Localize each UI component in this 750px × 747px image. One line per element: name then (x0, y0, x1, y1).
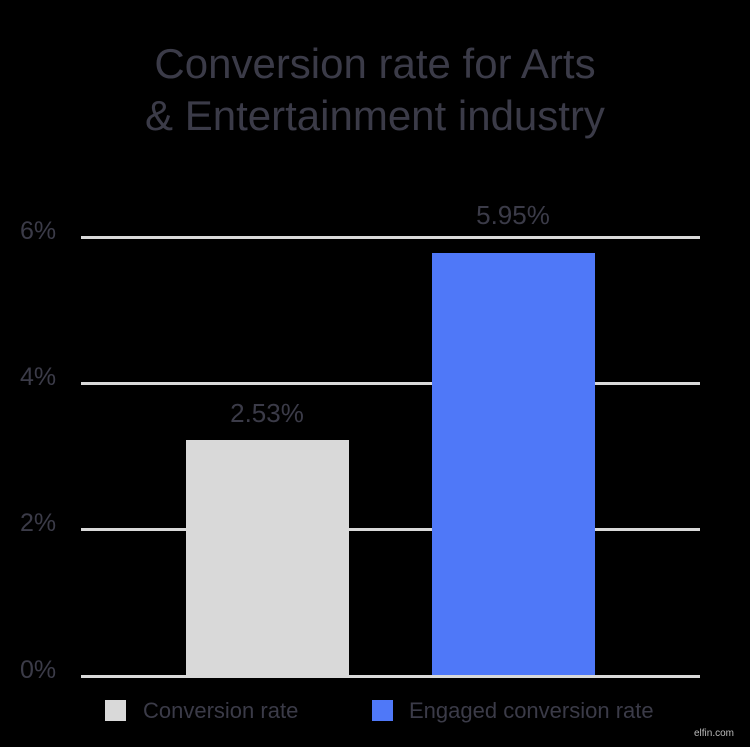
y-tick-6: 6% (20, 217, 57, 245)
legend-swatch-engaged-conversion-rate (372, 700, 393, 721)
gridline-0 (81, 675, 700, 678)
title-line-2: & Entertainment industry (145, 92, 605, 139)
legend-label-conversion-rate: Conversion rate (143, 698, 299, 723)
title-line-1: Conversion rate for Arts (154, 40, 596, 87)
bar-conversion-rate (186, 440, 349, 677)
y-tick-4: 4% (20, 363, 57, 391)
watermark: elfin.com (693, 728, 734, 739)
gridline-4 (81, 382, 700, 385)
legend-swatch-conversion-rate (105, 700, 126, 721)
y-tick-0: 0% (20, 656, 57, 684)
value-label-conversion-rate: 2.53% (230, 398, 304, 428)
gridline-6 (81, 236, 700, 239)
gridline-2 (81, 528, 700, 531)
legend-label-engaged-conversion-rate: Engaged conversion rate (409, 698, 654, 723)
value-label-engaged-conversion-rate: 5.95% (476, 200, 550, 230)
y-tick-2: 2% (20, 509, 57, 537)
bar-engaged-conversion-rate (432, 253, 595, 677)
chart-title: Conversion rate for Arts & Entertainment… (0, 38, 750, 142)
